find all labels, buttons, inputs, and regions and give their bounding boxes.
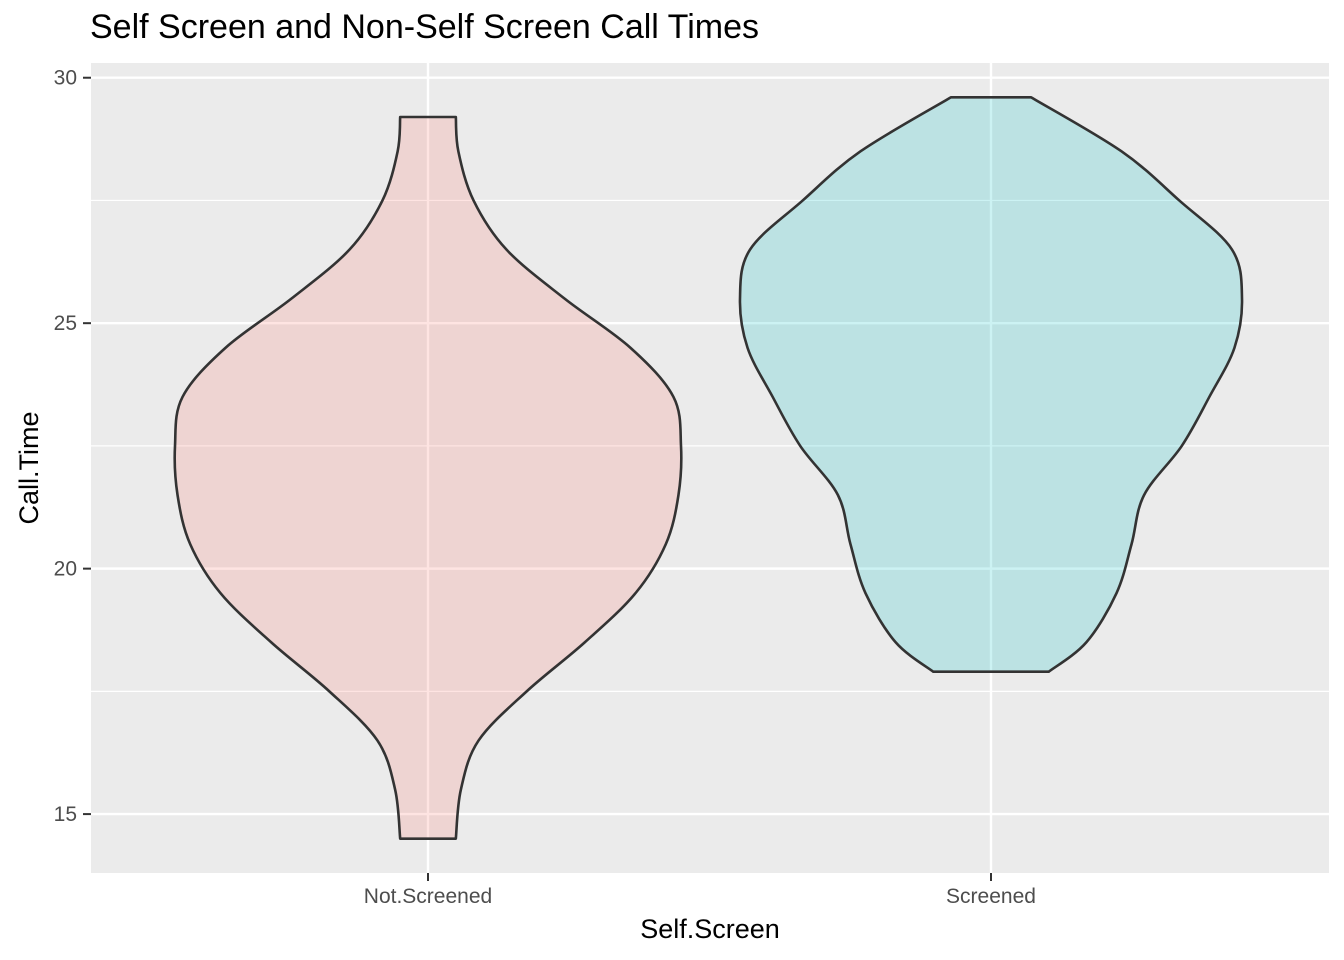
plot-panel [91, 63, 1329, 873]
x-tick-label: Screened [946, 885, 1036, 908]
major-gridlines [91, 63, 1329, 873]
y-axis-title: Call.Time [14, 411, 44, 524]
chart-title: Self Screen and Non-Self Screen Call Tim… [90, 8, 759, 46]
minor-gridlines [91, 199, 1329, 692]
y-tick-label: 30 [54, 67, 77, 90]
x-axis-title: Self.Screen [640, 914, 780, 944]
y-tick-label: 25 [54, 312, 77, 335]
x-axis: Not.Screened Screened [364, 873, 1036, 908]
violin-screened [738, 96, 1244, 674]
y-tick-label: 15 [54, 803, 77, 826]
y-tick-label: 20 [54, 558, 77, 581]
x-tick-label: Not.Screened [364, 885, 492, 908]
y-axis: 15 20 25 30 [54, 67, 91, 826]
violins [173, 96, 1244, 840]
violin-not-screened [173, 115, 683, 840]
